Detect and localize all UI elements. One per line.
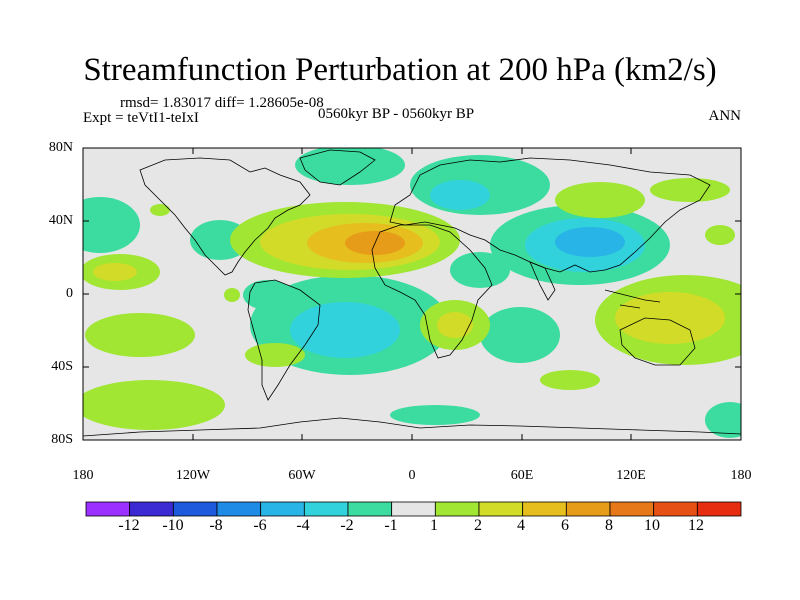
lon-label: 180 <box>730 468 752 483</box>
lat-label: 80N <box>48 140 73 155</box>
colorbar-label: 10 <box>644 517 660 534</box>
anomaly-region <box>437 312 473 338</box>
anomaly-region <box>243 280 293 310</box>
lon-label: 120W <box>175 468 211 483</box>
colorbar-swatch <box>172 501 218 517</box>
period-label: 0560kyr BP - 0560kyr BP <box>318 106 475 122</box>
colorbar-label: 4 <box>517 517 525 534</box>
coastline-africa <box>371 224 493 359</box>
coastline-greenland <box>299 149 376 186</box>
colorbar-label: 2 <box>474 517 482 534</box>
anomaly-region <box>85 313 195 357</box>
anomaly-region <box>555 227 625 257</box>
colorbar-swatch <box>696 501 742 517</box>
anomaly-region <box>705 225 735 245</box>
anomaly-region <box>650 178 730 202</box>
plot-title: Streamfunction Perturbation at 200 hPa (… <box>83 52 717 88</box>
colorbar-label: -12 <box>118 517 140 534</box>
anomaly-region <box>83 380 225 430</box>
colorbar-swatch <box>653 501 698 517</box>
coastline-india <box>529 261 556 301</box>
anomaly-region <box>705 402 741 438</box>
anomaly-region <box>430 180 490 210</box>
colorbar-label: 6 <box>561 517 569 534</box>
coastline-indonesia <box>604 289 661 309</box>
experiment-label: Expt = teVtI1-teIxI <box>83 110 199 126</box>
anomaly-region <box>555 182 645 218</box>
lon-label: 60W <box>288 468 316 483</box>
anomaly-region <box>390 405 480 425</box>
coastline-north-america <box>139 157 311 276</box>
anomaly-region <box>615 292 725 344</box>
colorbar-label: 12 <box>688 517 704 534</box>
coastlines <box>83 149 741 437</box>
colorbar-label: -1 <box>384 517 398 534</box>
anomaly-region <box>224 288 240 302</box>
anomaly-field <box>83 148 741 438</box>
lon-label: 180 <box>72 468 94 483</box>
anomaly-region <box>290 302 400 358</box>
map-area <box>83 148 741 440</box>
anomaly-region <box>93 263 137 281</box>
anomaly-region <box>245 343 305 367</box>
lat-label: 40N <box>48 213 73 228</box>
lat-label: 40S <box>51 359 73 374</box>
colorbar <box>85 501 742 517</box>
colorbar-swatch <box>565 501 611 517</box>
lon-label: 0 <box>408 468 416 483</box>
anomaly-region <box>540 370 600 390</box>
colorbar-label: -6 <box>253 517 267 534</box>
colorbar-label: -2 <box>340 517 354 534</box>
colorbar-swatch <box>391 501 436 517</box>
coastline-south-america <box>247 279 321 401</box>
lon-label: 60E <box>510 468 534 483</box>
colorbar-swatch <box>303 501 349 517</box>
colorbar-swatch <box>260 501 305 517</box>
coastline-antarctica <box>83 417 741 437</box>
colorbar-label: -10 <box>162 517 184 534</box>
colorbar-label: -8 <box>209 517 223 534</box>
colorbar-swatch <box>522 501 567 517</box>
colorbar-label: 1 <box>430 517 438 534</box>
colorbar-swatch <box>434 501 480 517</box>
rmsd-stats: rmsd= 1.83017 diff= 1.28605e-08 <box>120 95 324 111</box>
season-label: ANN <box>708 108 742 124</box>
axis-ticks <box>82 147 742 441</box>
colorbar-swatch <box>609 501 655 517</box>
anomaly-region <box>150 204 170 216</box>
anomaly-region <box>450 252 510 288</box>
colorbar-swatch <box>85 501 131 517</box>
lat-label: 80S <box>51 432 73 447</box>
anomaly-region <box>83 197 140 253</box>
coastline-eurasia <box>389 157 711 273</box>
colorbar-swatch <box>347 501 393 517</box>
colorbar-label: -4 <box>296 517 310 534</box>
colorbar-swatch <box>216 501 262 517</box>
anomaly-region <box>295 148 405 185</box>
colorbar-label: 8 <box>605 517 613 534</box>
lat-label: 0 <box>66 286 73 301</box>
colorbar-swatch <box>478 501 524 517</box>
anomaly-region <box>480 307 560 363</box>
colorbar-swatch <box>129 501 174 517</box>
coastline-australia <box>619 317 696 366</box>
lon-label: 120E <box>616 468 646 483</box>
